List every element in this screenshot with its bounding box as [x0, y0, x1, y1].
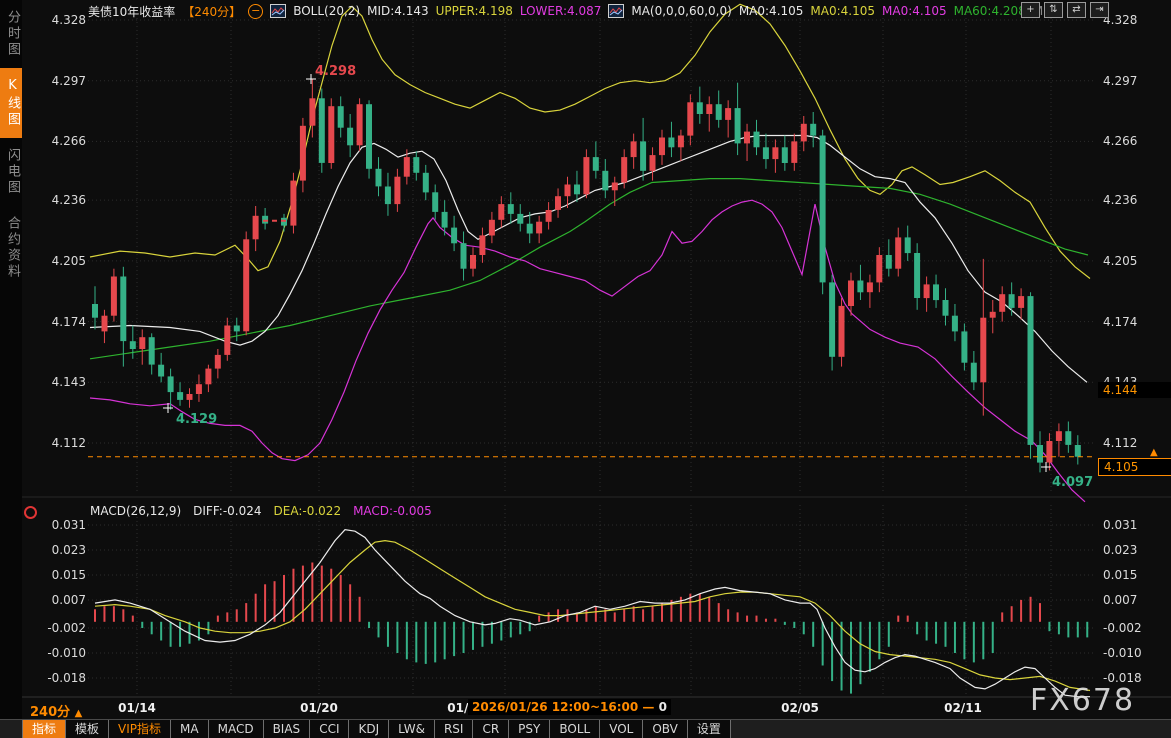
watermark: FX678 [1030, 683, 1135, 718]
macd-axis-label: -0.002 [1103, 621, 1142, 635]
macd-axis-label: 0.015 [1103, 568, 1137, 582]
macd-axis-label: -0.010 [24, 646, 86, 660]
crosshair-date-tooltip: 2026/01/26 12:00~16:00 — 0 [468, 699, 671, 715]
sidebar-tab-3[interactable]: 闪电图 [0, 138, 22, 206]
toolbar-tab-MA[interactable]: MA [171, 720, 209, 738]
toolbar-tab-KDJ[interactable]: KDJ [349, 720, 389, 738]
toolbar-tab-模板[interactable]: 模板 [66, 720, 109, 738]
macd-axis-label: 0.031 [24, 518, 86, 532]
boll-label: BOLL(20,2) [293, 4, 360, 18]
macd-header: MACD(26,12,9) DIFF:-0.024 DEA:-0.022 MAC… [90, 504, 432, 518]
price-axis-label: 4.236 [1103, 193, 1137, 207]
price-axis-label: 4.205 [24, 254, 86, 268]
indicator-toolbar: 指标模板VIP指标MAMACDBIASCCIKDJLW&RSICRPSYBOLL… [0, 719, 1171, 738]
instrument-title: 美债10年收益率 [88, 3, 175, 20]
svg-text:4.129: 4.129 [176, 412, 217, 427]
price-axis-label: 4.297 [24, 74, 86, 88]
macd-axis-label: 0.031 [1103, 518, 1137, 532]
macd-axis-label: 0.007 [1103, 593, 1137, 607]
window-buttons: +⇅⇄⇥ [1021, 2, 1109, 18]
toolbar-tab-BOLL[interactable]: BOLL [550, 720, 600, 738]
boll-mid-value: MID:4.143 [367, 4, 429, 18]
price-axis-label: 4.236 [24, 193, 86, 207]
macd-diff-value: DIFF:-0.024 [193, 504, 261, 518]
svg-text:4.298: 4.298 [315, 64, 356, 79]
price-axis-label: 4.112 [24, 436, 86, 450]
chart-header: 美债10年收益率 【240分】 − BOLL(20,2) MID:4.143 U… [88, 3, 1043, 19]
toolbar-tab-LW&[interactable]: LW& [389, 720, 435, 738]
macd-label: MACD(26,12,9) [90, 504, 181, 518]
x-axis-label: 02/11 [944, 701, 982, 715]
sidebar: 分时图K线图闪电图合约资料 [0, 0, 22, 738]
last-price-arrow-icon: ▲ [1150, 447, 1158, 458]
toolbar-tab-指标[interactable]: 指标 [22, 720, 66, 738]
toolbar-tab-BIAS[interactable]: BIAS [264, 720, 311, 738]
x-axis-row: 240分 ▲ 01/1401/2001/202/0502/11 2026/01/… [0, 698, 1171, 719]
ma60-value: MA60:4.208 [954, 4, 1026, 18]
price-axis-label: 4.297 [1103, 74, 1137, 88]
sidebar-tab-2[interactable]: K线图 [0, 68, 22, 138]
macd-pane-marker-icon[interactable] [24, 506, 37, 519]
toolbar-tab-OBV[interactable]: OBV [643, 720, 688, 738]
macd-macd-value: MACD:-0.005 [353, 504, 432, 518]
price-axis-label: 4.112 [1103, 436, 1137, 450]
ma0-white-value: MA0:4.105 [739, 4, 804, 18]
last-price-tag: 4.105 [1098, 458, 1171, 476]
toolbar-tab-设置[interactable]: 设置 [688, 720, 731, 738]
candles [92, 79, 1081, 473]
macd-axis-label: 0.015 [24, 568, 86, 582]
period-selector[interactable]: 240分 ▲ [30, 701, 82, 720]
toolbar-tab-VIP指标[interactable]: VIP指标 [109, 720, 171, 738]
toolbar-tab-VOL[interactable]: VOL [600, 720, 643, 738]
price-axis-label: 4.143 [24, 375, 86, 389]
boll-lower-value: LOWER:4.087 [520, 4, 602, 18]
price-axis-label: 4.266 [1103, 134, 1137, 148]
price-axis-label: 4.266 [24, 134, 86, 148]
price-axis-label: 4.174 [24, 315, 86, 329]
macd-dea-value: DEA:-0.022 [274, 504, 342, 518]
toolbar-tab-PSY[interactable]: PSY [509, 720, 550, 738]
period-tag[interactable]: 【240分】 [182, 3, 241, 20]
price-axis-label: 4.328 [24, 13, 86, 27]
pan-icon[interactable]: + [1021, 2, 1040, 18]
boll-chart-icon[interactable] [270, 4, 286, 18]
macd-diff-line [95, 530, 1090, 697]
toolbar-tab-CCI[interactable]: CCI [310, 720, 349, 738]
toolbar-tab-MACD[interactable]: MACD [209, 720, 264, 738]
x-axis-scale-icon[interactable]: ⇄ [1067, 2, 1086, 18]
svg-text:4.097: 4.097 [1052, 475, 1093, 490]
toolbar-tab-RSI[interactable]: RSI [435, 720, 474, 738]
macd-axis-label: -0.018 [24, 671, 86, 685]
price-annotation: 4.097 [1041, 462, 1093, 490]
x-axis-label: 02/05 [781, 701, 819, 715]
sidebar-tab-4[interactable]: 合约资料 [0, 206, 22, 290]
y-axis-scale-icon[interactable]: ⇅ [1044, 2, 1063, 18]
sidebar-tab-1[interactable]: 分时图 [0, 0, 22, 68]
macd-histogram [95, 563, 1087, 694]
macd-axis-label: 0.023 [1103, 543, 1137, 557]
price-annotation: 4.129 [163, 403, 217, 427]
period-up-arrow-icon: ▲ [75, 708, 83, 719]
macd-axis-label: 0.007 [24, 593, 86, 607]
price-axis-label: 4.205 [1103, 254, 1137, 268]
collapse-panel-icon[interactable]: ⇥ [1090, 2, 1109, 18]
collapse-indicator-icon[interactable]: − [248, 4, 263, 19]
x-axis-label: 01/14 [118, 701, 156, 715]
ma-label: MA(0,0,0,60,0,0) [631, 4, 731, 18]
ma-chart-icon[interactable] [608, 4, 624, 18]
price-axis-label: 4.174 [1103, 315, 1137, 329]
toolbar-tab-CR[interactable]: CR [473, 720, 509, 738]
ma60-line [90, 179, 1088, 359]
macd-axis-label: -0.010 [1103, 646, 1142, 660]
ma0-magenta-value: MA0:4.105 [882, 4, 947, 18]
macd-dea-line [95, 541, 1090, 691]
macd-axis-label: -0.002 [24, 621, 86, 635]
macd-axis-label: 0.023 [24, 543, 86, 557]
app-root: 4.298 4.129 4.097 分时图K线图闪电图合约资料 美债10年收益率 【… [0, 0, 1171, 738]
boll-upper-value: UPPER:4.198 [436, 4, 513, 18]
ma0-yellow-value: MA0:4.105 [810, 4, 875, 18]
x-axis-label: 01/20 [300, 701, 338, 715]
chart-canvas[interactable]: 4.298 4.129 4.097 [0, 0, 1171, 738]
mid-price-tag: 4.144 [1098, 382, 1171, 398]
